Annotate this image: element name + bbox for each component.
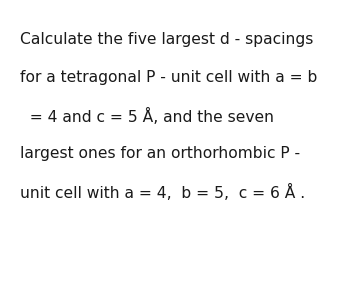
Text: unit cell with a = 4,  b = 5,  c = 6 Å .: unit cell with a = 4, b = 5, c = 6 Å . — [20, 184, 305, 201]
Text: for a tetragonal P - unit cell with a = b: for a tetragonal P - unit cell with a = … — [20, 70, 317, 85]
Text: largest ones for an orthorhombic P -: largest ones for an orthorhombic P - — [20, 146, 300, 161]
Text: = 4 and c = 5 Å, and the seven: = 4 and c = 5 Å, and the seven — [20, 108, 274, 125]
Text: Calculate the five largest d - spacings: Calculate the five largest d - spacings — [20, 32, 313, 47]
